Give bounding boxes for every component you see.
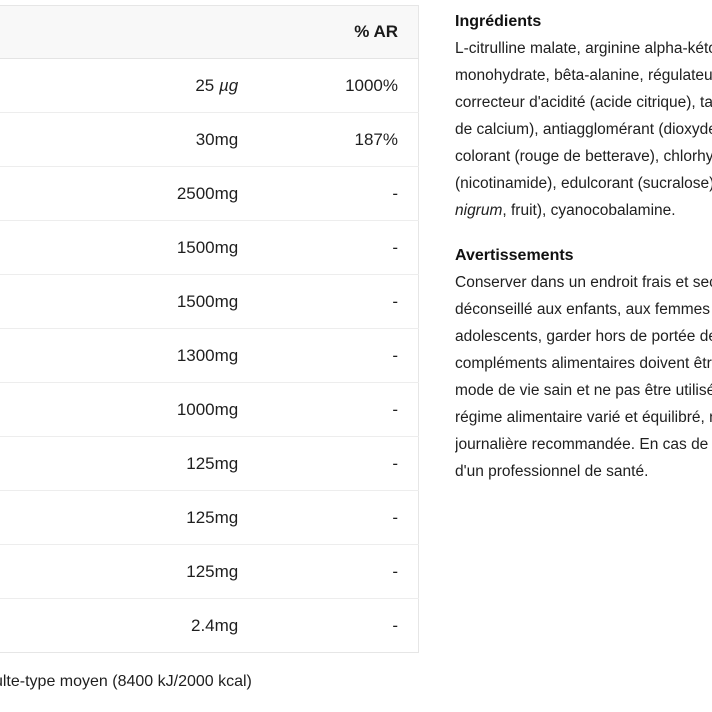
cell-percent-ar: - bbox=[258, 166, 419, 221]
column-header-percent-ar: % AR bbox=[258, 5, 419, 59]
quantity-number: 25 bbox=[195, 75, 215, 95]
product-info-column: Ingrédients L-citrulline malate, arginin… bbox=[455, 0, 712, 712]
table-row: ) 1500mg - bbox=[0, 220, 419, 275]
cell-ingredient-name bbox=[0, 274, 1, 329]
cell-percent-ar: - bbox=[258, 598, 419, 653]
percent-ar-footnote: % AR = Apports de Référence pour un adul… bbox=[0, 673, 252, 690]
ingredients-text: L-citrulline malate, arginine alpha-kéto… bbox=[455, 35, 712, 224]
ingredients-heading: Ingrédients bbox=[455, 13, 542, 30]
cell-ingredient-name bbox=[0, 382, 1, 437]
cell-quantity: 125mg bbox=[0, 544, 259, 599]
cell-ingredient-name bbox=[0, 166, 1, 221]
cell-quantity: 30mg bbox=[0, 112, 259, 167]
cell-ingredient-name bbox=[0, 112, 1, 167]
ingredients-text-part1: L-citrulline malate, arginine alpha-kéto… bbox=[455, 40, 712, 192]
table-row: 2500mg - bbox=[0, 166, 419, 221]
table-row: 30mg 187% bbox=[0, 112, 419, 167]
cell-percent-ar: - bbox=[258, 436, 419, 491]
cell-ingredient-name: ) bbox=[0, 220, 1, 275]
table-row: 1500mg - bbox=[0, 274, 419, 329]
table-row: 125mg - bbox=[0, 544, 419, 599]
warnings-text: Conserver dans un endroit frais et sec, … bbox=[455, 274, 712, 480]
table-body: 25 µg 1000% 30mg 187% 2500mg - ) 1500mg … bbox=[0, 58, 419, 653]
column-header-name bbox=[0, 5, 1, 59]
cell-quantity: 125mg bbox=[0, 490, 259, 545]
cell-quantity: 2.4mg bbox=[0, 598, 259, 653]
table-header-row: % AR bbox=[0, 5, 419, 59]
column-header-quantity bbox=[0, 5, 259, 59]
table-row: 2.4mg - bbox=[0, 598, 419, 653]
cell-percent-ar: - bbox=[258, 328, 419, 383]
cell-quantity: 2500mg bbox=[0, 166, 259, 221]
cell-percent-ar: - bbox=[258, 274, 419, 329]
table-row: 125mg - bbox=[0, 436, 419, 491]
cell-ingredient-name bbox=[0, 490, 1, 545]
cell-percent-ar: - bbox=[258, 490, 419, 545]
cell-quantity: 1300mg bbox=[0, 328, 259, 383]
table-row: 1000mg - bbox=[0, 382, 419, 437]
cell-quantity: 25 µg bbox=[0, 58, 259, 113]
cell-quantity: 1500mg bbox=[0, 274, 259, 329]
cell-quantity: 1500mg bbox=[0, 220, 259, 275]
nutrition-table: % AR 25 µg 1000% 30mg 187% 2500mg - bbox=[0, 5, 419, 653]
cell-percent-ar: - bbox=[258, 220, 419, 275]
warnings-heading: Avertissements bbox=[455, 247, 574, 264]
cell-ingredient-name bbox=[0, 598, 1, 653]
cell-ingredient-name bbox=[0, 58, 1, 113]
cell-percent-ar: 1000% bbox=[258, 58, 419, 113]
nutrition-table-viewport: % AR 25 µg 1000% 30mg 187% 2500mg - bbox=[0, 5, 419, 690]
cell-ingredient-name bbox=[0, 436, 1, 491]
cell-percent-ar: 187% bbox=[258, 112, 419, 167]
cell-quantity: 1000mg bbox=[0, 382, 259, 437]
cell-percent-ar: - bbox=[258, 544, 419, 599]
cell-ingredient-name bbox=[0, 544, 1, 599]
cell-percent-ar: - bbox=[258, 382, 419, 437]
table-row: 1300mg - bbox=[0, 328, 419, 383]
table-header: % AR bbox=[0, 5, 419, 59]
cell-quantity: 125mg bbox=[0, 436, 259, 491]
ingredients-scientific-name: Piper nigrum bbox=[455, 202, 503, 219]
cell-ingredient-name bbox=[0, 328, 1, 383]
quantity-unit: µg bbox=[219, 75, 239, 95]
ingredients-text-part2: , fruit), cyanocobalamine. bbox=[502, 202, 676, 219]
table-row: 25 µg 1000% bbox=[0, 58, 419, 113]
table-row: 125mg - bbox=[0, 490, 419, 545]
